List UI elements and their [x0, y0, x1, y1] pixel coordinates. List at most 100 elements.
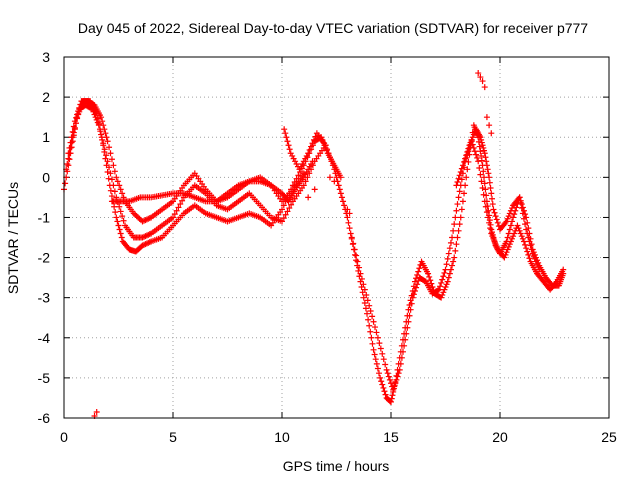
- data-point: [117, 208, 124, 215]
- data-point: [534, 261, 541, 268]
- data-point: [344, 206, 351, 213]
- data-point: [480, 168, 487, 175]
- data-point: [385, 373, 392, 380]
- data-point: [503, 218, 510, 225]
- chart-title: Day 045 of 2022, Sidereal Day-to-day VTE…: [78, 20, 588, 36]
- data-point: [411, 287, 418, 294]
- data-point: [461, 190, 468, 197]
- data-point: [526, 255, 533, 262]
- data-point: [535, 263, 542, 270]
- y-tick-label: 1: [42, 129, 50, 145]
- data-point: [483, 209, 490, 216]
- data-point: [119, 213, 126, 220]
- data-point: [312, 133, 319, 140]
- data-point: [477, 148, 484, 155]
- data-point: [99, 118, 106, 125]
- data-point: [522, 241, 529, 248]
- data-point: [477, 171, 484, 178]
- data-point: [322, 142, 329, 149]
- data-point: [364, 297, 371, 304]
- data-point: [370, 318, 377, 325]
- data-point: [453, 207, 460, 214]
- data-point: [434, 287, 441, 294]
- data-point: [282, 211, 289, 218]
- data-point: [473, 151, 480, 158]
- x-tick-label: 5: [169, 429, 177, 445]
- data-point: [481, 147, 488, 154]
- x-tick-label: 20: [492, 429, 508, 445]
- data-point: [340, 198, 347, 205]
- y-tick-label: -3: [38, 290, 51, 306]
- data-point: [477, 134, 484, 141]
- data-point: [488, 130, 495, 137]
- data-point: [356, 264, 363, 271]
- data-point: [170, 214, 176, 221]
- data-point: [358, 275, 365, 282]
- data-point: [483, 114, 490, 121]
- series-track-g: [453, 126, 543, 273]
- data-point: [67, 139, 74, 146]
- data-point: [379, 350, 386, 357]
- data-point: [446, 270, 453, 277]
- data-point: [309, 140, 316, 147]
- data-point: [381, 388, 388, 395]
- data-point: [517, 199, 524, 206]
- data-point: [361, 300, 368, 307]
- data-point: [415, 268, 422, 275]
- data-point: [502, 251, 509, 258]
- data-point: [285, 142, 292, 149]
- data-point: [481, 198, 488, 205]
- data-point: [516, 194, 523, 201]
- data-point: [98, 131, 105, 138]
- data-point: [347, 230, 354, 237]
- data-point: [506, 241, 513, 248]
- data-point: [406, 312, 413, 319]
- data-point: [443, 281, 450, 288]
- data-point: [452, 247, 459, 254]
- data-point: [107, 170, 114, 177]
- y-tick-label: -2: [38, 250, 51, 266]
- data-point: [456, 221, 463, 228]
- data-point: [382, 361, 389, 368]
- data-point: [288, 201, 295, 208]
- data-point: [397, 360, 404, 367]
- data-point: [515, 195, 522, 202]
- data-point: [525, 251, 532, 258]
- data-point: [510, 233, 517, 240]
- data-point: [511, 230, 518, 237]
- data-point: [331, 178, 338, 185]
- data-point: [286, 146, 293, 153]
- data-point: [532, 258, 539, 265]
- data-point: [442, 266, 449, 273]
- data-point: [492, 241, 499, 248]
- data-point: [116, 203, 123, 210]
- data-point: [337, 190, 344, 197]
- data-point: [402, 336, 409, 343]
- data-point: [111, 168, 118, 175]
- data-point: [65, 162, 72, 169]
- data-point: [401, 342, 408, 349]
- data-point: [506, 226, 513, 233]
- data-point: [332, 170, 339, 177]
- data-point: [92, 114, 99, 121]
- data-point: [71, 118, 78, 125]
- data-point: [284, 208, 291, 215]
- data-point: [94, 119, 101, 126]
- data-point: [396, 366, 403, 373]
- data-point: [111, 188, 118, 195]
- data-point: [336, 186, 343, 193]
- data-point: [62, 180, 69, 187]
- data-point: [455, 194, 462, 201]
- data-point: [114, 178, 121, 185]
- data-point: [492, 213, 499, 220]
- data-point: [98, 114, 105, 121]
- data-point: [328, 158, 335, 165]
- data-point: [97, 128, 104, 135]
- data-point: [72, 114, 79, 121]
- y-tick-label: 2: [42, 89, 50, 105]
- data-point: [380, 356, 387, 363]
- data-point: [439, 276, 446, 283]
- data-point: [455, 227, 462, 234]
- data-point: [481, 150, 488, 157]
